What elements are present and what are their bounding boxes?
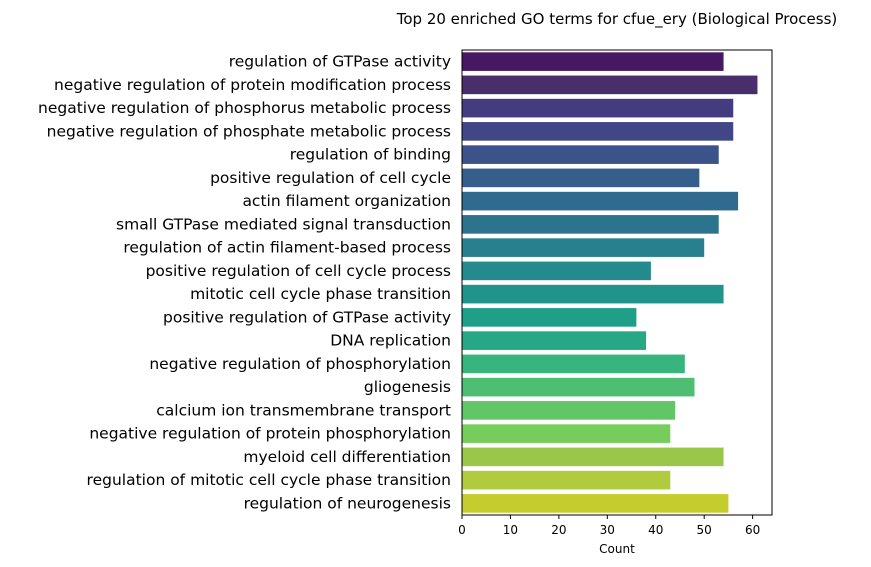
chart-title: Top 20 enriched GO terms for cfue_ery (B…	[396, 10, 838, 29]
bar-1	[462, 52, 724, 71]
category-label-10: positive regulation of cell cycle proces…	[146, 262, 451, 280]
category-label-5: regulation of binding	[290, 146, 451, 164]
bar-19	[462, 470, 671, 490]
bar-17	[462, 424, 671, 443]
bar-16	[462, 401, 676, 420]
bars-group	[462, 52, 758, 513]
bar-12	[462, 308, 637, 327]
category-label-1: regulation of GTPase activity	[229, 53, 451, 71]
bar-3	[462, 98, 734, 118]
plot-frame	[461, 49, 773, 516]
bar-4	[462, 122, 734, 141]
bar-9	[462, 238, 705, 257]
x-tick-label-10: 10	[503, 523, 518, 537]
category-label-16: calcium ion transmembrane transport	[156, 401, 451, 419]
category-label-9: regulation of actin filament-based proce…	[123, 239, 451, 257]
category-label-7: actin filament organization	[242, 192, 451, 210]
bar-15	[462, 377, 695, 397]
bar-6	[462, 168, 700, 188]
category-label-14: negative regulation of phosphorylation	[149, 355, 451, 373]
x-tick-label-40: 40	[648, 523, 663, 537]
x-axis-ticks: 0 10 20 30 40 50 60	[458, 515, 760, 537]
category-label-18: myeloid cell differentiation	[243, 448, 451, 466]
bar-20	[462, 494, 729, 513]
category-label-15: gliogenesis	[364, 378, 451, 396]
category-label-11: mitotic cell cycle phase transition	[190, 285, 451, 303]
bar-2	[462, 75, 758, 95]
bar-5	[462, 145, 719, 164]
category-label-6: positive regulation of cell cycle	[210, 169, 451, 187]
bar-14	[462, 354, 685, 374]
x-tick-label-30: 30	[600, 523, 615, 537]
bar-7	[462, 191, 739, 211]
x-tick-label-60: 60	[745, 523, 760, 537]
bar-10	[462, 261, 651, 281]
x-tick-label-20: 20	[551, 523, 566, 537]
category-label-3: negative regulation of phosphorus metabo…	[38, 99, 451, 117]
category-label-4: negative regulation of phosphate metabol…	[47, 122, 451, 140]
x-tick-label-0: 0	[458, 523, 466, 537]
bar-18	[462, 447, 724, 467]
category-label-12: positive regulation of GTPase activity	[163, 308, 451, 326]
bar-8	[462, 215, 719, 234]
x-axis-label: Count	[599, 542, 635, 556]
category-label-17: negative regulation of protein phosphory…	[89, 425, 451, 443]
bar-11	[462, 284, 724, 304]
category-label-2: negative regulation of protein modificat…	[54, 76, 451, 94]
category-label-19: regulation of mitotic cell cycle phase t…	[87, 471, 451, 489]
category-label-20: regulation of neurogenesis	[244, 494, 451, 512]
bar-13	[462, 331, 647, 350]
x-tick-label-50: 50	[697, 523, 712, 537]
category-label-8: small GTPase mediated signal transductio…	[116, 215, 451, 233]
category-label-13: DNA replication	[330, 332, 451, 350]
category-labels: regulation of GTPase activity negative re…	[38, 53, 451, 513]
